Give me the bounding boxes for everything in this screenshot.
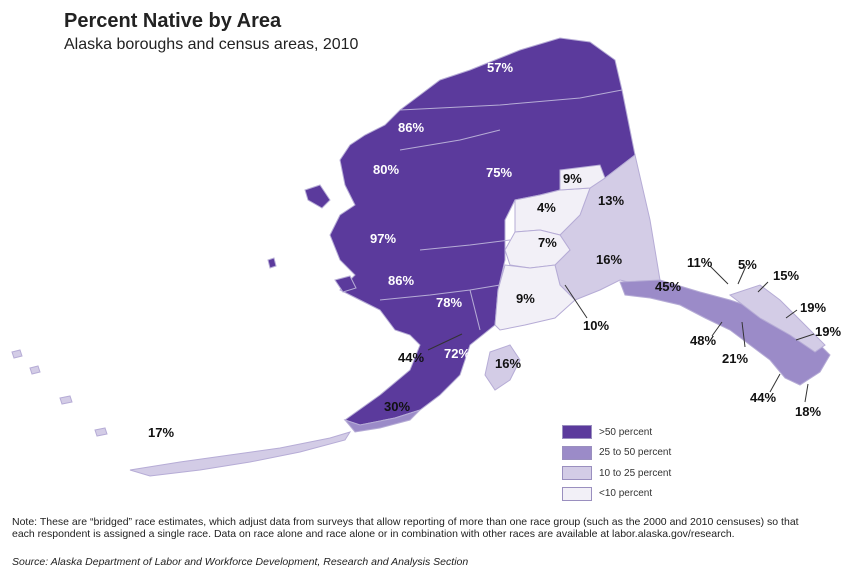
leader-lines xyxy=(427,265,815,403)
region-aleutians-east xyxy=(343,409,421,433)
legend-label: >50 percent xyxy=(599,426,653,438)
label-skagway: 5% xyxy=(738,257,757,272)
region-southeast-light xyxy=(728,284,826,353)
legend-item: <10 percent xyxy=(562,484,702,505)
legend-swatch xyxy=(562,466,592,481)
label-yukon-koyukuk: 75% xyxy=(486,165,512,180)
label-matsu: 9% xyxy=(516,291,535,306)
label-bethel: 86% xyxy=(388,273,414,288)
label-northwest-arctic: 86% xyxy=(398,120,424,135)
legend-swatch xyxy=(562,486,592,501)
label-lake-peninsula: 72% xyxy=(444,346,470,361)
label-prince-of-wales: 44% xyxy=(750,390,776,405)
label-hoonah-angoon: 48% xyxy=(690,333,716,348)
region-southeast-panhandle xyxy=(619,279,831,386)
label-anchorage: 10% xyxy=(583,318,609,333)
island-st-lawrence xyxy=(304,184,331,209)
legend-item: 10 to 25 percent xyxy=(562,463,702,484)
legend-label: 10 to 25 percent xyxy=(599,467,672,479)
label-valdez-cordova: 16% xyxy=(596,252,622,267)
label-nome: 80% xyxy=(373,162,399,177)
region-matsu xyxy=(494,264,576,331)
map-subtitle: Alaska boroughs and census areas, 2010 xyxy=(64,36,359,53)
label-petersburg: 19% xyxy=(815,324,841,339)
island-nunivak xyxy=(334,275,357,293)
map-title: Percent Native by Area xyxy=(64,10,282,32)
label-wrangell: 19% xyxy=(800,300,826,315)
region-aleutians-west xyxy=(129,431,352,477)
label-southeast-fairbanks: 13% xyxy=(598,193,624,208)
label-dillingham: 78% xyxy=(436,295,462,310)
legend-swatch xyxy=(562,425,592,440)
label-kodiak: 16% xyxy=(495,356,521,371)
borough-borders xyxy=(379,89,623,331)
label-haines: 11% xyxy=(687,255,713,270)
legend: >50 percent 25 to 50 percent 10 to 25 pe… xyxy=(562,422,702,504)
note-text: Note: These are “bridged” race estimates… xyxy=(12,516,799,540)
region-north-star-small xyxy=(559,164,606,191)
label-wade-hampton: 97% xyxy=(370,231,396,246)
label-yakutat: 45% xyxy=(655,279,681,294)
legend-label: 25 to 50 percent xyxy=(599,447,672,459)
label-sitka: 21% xyxy=(722,351,748,366)
legend-label: <10 percent xyxy=(599,488,653,500)
region-kodiak xyxy=(484,344,521,391)
label-ketchikan: 18% xyxy=(795,404,821,419)
label-north-slope: 57% xyxy=(487,60,513,75)
label-fairbanks: 4% xyxy=(537,200,556,215)
legend-item: >50 percent xyxy=(562,422,702,443)
island-st-matthew xyxy=(267,257,277,269)
label-denali: 7% xyxy=(538,235,557,250)
label-aleutians-east: 30% xyxy=(384,399,410,414)
alaska-map: 57% 86% 80% 75% 97% 86% 78% 72% 44% 30% … xyxy=(11,37,841,477)
label-aleutians-west: 17% xyxy=(148,425,174,440)
label-north-star: 9% xyxy=(563,171,582,186)
island-chain-west xyxy=(11,349,108,437)
legend-item: 25 to 50 percent xyxy=(562,443,702,464)
label-juneau: 15% xyxy=(773,268,799,283)
legend-swatch xyxy=(562,445,592,460)
label-bristol-bay: 44% xyxy=(398,350,424,365)
source-text: Source: Alaska Department of Labor and W… xyxy=(12,556,469,568)
